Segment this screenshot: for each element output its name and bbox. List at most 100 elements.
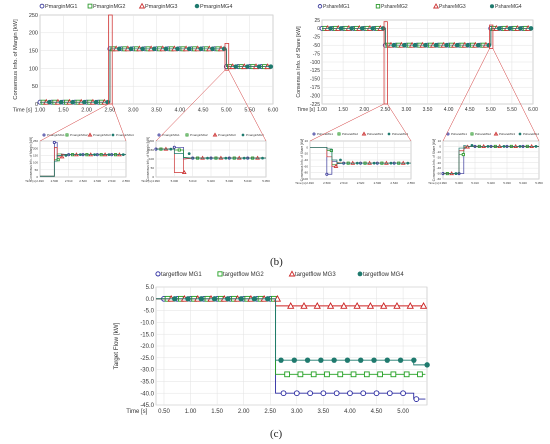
y-tick-label: 50 — [151, 166, 155, 170]
x-tick-label: 1.00 — [185, 409, 197, 415]
x-tick-label: 5.50 — [507, 107, 517, 113]
series-marker-3 — [82, 99, 87, 105]
legend-marker — [87, 3, 93, 9]
y-tick-label: 0 — [35, 102, 38, 108]
y-tick-label: 10 — [438, 139, 442, 143]
y-tick-label: 0 — [152, 175, 154, 179]
x-tick-label: 5.00 — [486, 107, 496, 113]
legend-label: PmarginMG2 — [70, 133, 88, 137]
x-tick-label: 5.030 — [503, 181, 511, 185]
chart-targetflow: 0.50 1.00 1.50 2.00 2.50 3.00 3.50 4.00 4.50 5.00… — [113, 270, 430, 415]
legend-marker — [157, 133, 161, 137]
y-tick-label: -225 — [310, 102, 320, 108]
series-marker-3 — [465, 42, 470, 48]
series-marker-3 — [528, 26, 534, 31]
x-tick-label: 2.530 — [374, 181, 382, 185]
series-marker-2 — [300, 302, 308, 309]
x-tick-label: 5.000 — [171, 179, 179, 183]
series-marker-3 — [391, 42, 397, 48]
legend-label: PmarginMG3 — [93, 133, 111, 137]
series-marker-3 — [331, 357, 337, 363]
legend-label: PshareMG2 — [381, 4, 408, 10]
y-tick-label: 20 — [305, 139, 309, 143]
series-marker-3 — [507, 26, 513, 31]
legend-label: PmarginMG3 — [218, 133, 236, 137]
x-tick-label: 2.50 — [105, 108, 116, 114]
series-marker-3 — [128, 46, 134, 52]
x-axis-label: Time [s] — [126, 409, 147, 415]
y-tick-label: -40 — [437, 166, 442, 170]
legend-label: PmarginMG2 — [190, 133, 208, 137]
series-marker-3 — [224, 156, 228, 160]
y-tick-label: 0 — [306, 145, 308, 149]
series-marker-3 — [518, 145, 522, 148]
legend-label: PshareMG4 — [523, 132, 539, 136]
series-marker-3 — [140, 46, 145, 52]
legend-label: PshareMG1 — [451, 132, 467, 136]
legend-marker — [432, 3, 440, 9]
x-tick-label: 4.990 — [439, 181, 447, 185]
x-tick-label: 2.530 — [94, 179, 102, 183]
x-tick-label: 4.990 — [152, 179, 160, 183]
legend-label: PmarginMG1 — [45, 4, 77, 10]
series-marker-2 — [353, 302, 361, 309]
series-marker-0 — [320, 390, 327, 397]
series-marker-3 — [344, 357, 351, 363]
y-tick-label: -175 — [310, 85, 320, 91]
y-tick-label: 0 — [439, 144, 441, 148]
y-tick-label: 0.0 — [146, 297, 155, 303]
legend-marker — [39, 3, 45, 9]
zoom-connector — [39, 103, 109, 142]
series-marker-3 — [121, 153, 125, 157]
x-tick-label: 1.00 — [35, 108, 46, 114]
zoom-box — [224, 43, 230, 71]
x-tick-label: 5.00 — [397, 409, 409, 415]
y-tick-label: -30 — [437, 161, 442, 165]
x-tick-label: 4.50 — [371, 409, 383, 415]
series-marker-3 — [206, 156, 209, 160]
series-marker-3 — [210, 46, 215, 52]
y-tick-label: -75 — [313, 51, 320, 57]
x-tick-label: 5.000 — [455, 181, 463, 185]
series-marker-3 — [268, 64, 274, 69]
y-tick-label: -100 — [310, 60, 320, 66]
y-axis-label: Consensus Info. of Share [kW] — [300, 139, 304, 182]
x-tick-label: 4.00 — [174, 108, 185, 114]
chart-share_zoom1: 2.490 2.500 2.510 2.520 2.530 2.540 2.550 20 0 -2… — [295, 131, 415, 185]
y-tick-label: -35.0 — [140, 380, 154, 386]
y-tick-label: -20.0 — [140, 344, 154, 350]
y-tick-label: -10 — [437, 150, 442, 154]
legend-label: targetflow MG2 — [223, 272, 264, 278]
zoom-box — [108, 14, 113, 105]
y-tick-label: 5.0 — [146, 285, 155, 291]
series-marker-2 — [326, 302, 335, 309]
chart-margin_main: 1.001.502.002.503.003.504.004.505.005.50… — [13, 2, 278, 114]
series-marker-3 — [433, 42, 439, 48]
y-tick-label: 150 — [33, 153, 38, 157]
y-axis-label: Consensus Info. of Margin [kW] — [29, 137, 33, 181]
x-tick-label: 4.50 — [465, 107, 475, 113]
x-tick-label: 2.540 — [108, 179, 116, 183]
x-tick-label: 1.50 — [58, 108, 69, 114]
x-tick-label: 2.00 — [81, 108, 92, 114]
zoom-connector — [111, 103, 127, 142]
series-marker-1 — [377, 371, 383, 378]
x-tick-label: 2.520 — [357, 181, 365, 185]
series-marker-2 — [333, 163, 339, 168]
series-marker-3 — [198, 296, 204, 302]
legend-marker — [493, 131, 499, 136]
y-tick-label: -45.0 — [140, 403, 154, 409]
x-tick-label: 3.00 — [128, 108, 139, 114]
legend-label: targetflow MG4 — [363, 272, 404, 278]
series-marker-3 — [355, 161, 359, 165]
legend-marker — [518, 132, 522, 136]
series-marker-3 — [423, 42, 428, 48]
chart-margin_zoom1: 2.490 2.500 2.510 2.520 2.530 2.540 2.550 0 50 10… — [25, 132, 134, 183]
series-marker-2 — [313, 302, 321, 309]
series-marker-2 — [380, 302, 388, 309]
x-tick-label: 5.010 — [189, 179, 197, 183]
series-marker-3 — [93, 153, 97, 157]
y-tick-label: -5.0 — [144, 309, 155, 315]
y-tick-label: -60 — [437, 177, 442, 181]
legend-label: PmarginMG4 — [200, 4, 232, 10]
